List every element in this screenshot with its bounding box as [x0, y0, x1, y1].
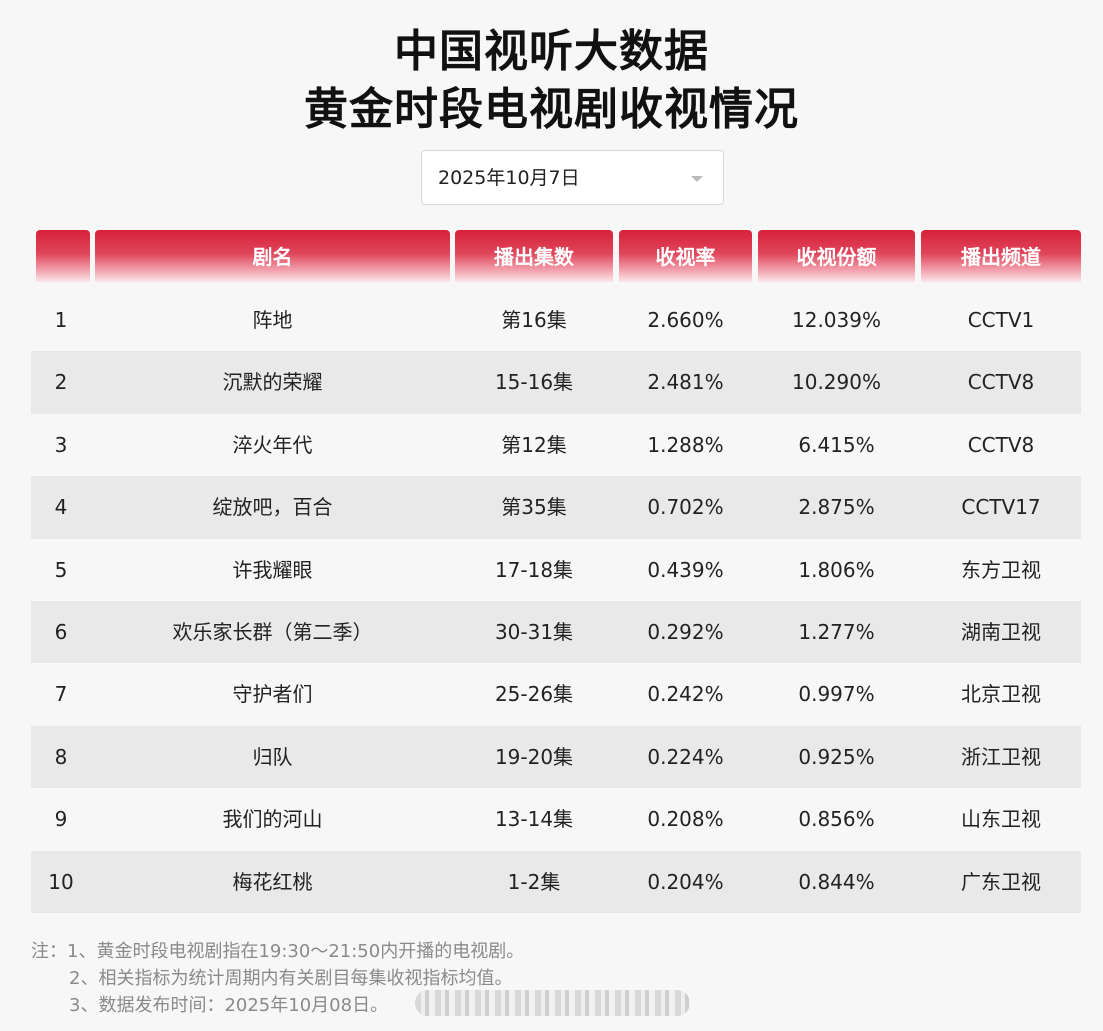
footnotes: 注：1、黄金时段电视剧指在19:30～21:50内开播的电视剧。 2、相关指标为…: [31, 938, 524, 1019]
rating-cell: 0.439%: [647, 557, 724, 582]
ratings-table-body: 1 阵地 第16集 2.660% 12.039% CCTV1 2 沉默的荣耀 1…: [31, 289, 1081, 913]
rating-cell: 0.224%: [647, 744, 724, 769]
rank-cell: 7: [54, 682, 68, 707]
rating-cell: 0.208%: [647, 807, 724, 832]
table-row: 8 归队 19-20集 0.224% 0.925% 浙江卫视: [31, 725, 1081, 789]
table-row: 5 许我耀眼 17-18集 0.439% 1.806% 东方卫视: [31, 539, 1081, 601]
header-episodes: 播出集数: [455, 230, 613, 282]
table-row: 4 绽放吧，百合 第35集 0.702% 2.875% CCTV17: [31, 476, 1081, 539]
share-cell: 0.856%: [798, 807, 875, 832]
rating-cell: 0.292%: [647, 619, 724, 644]
footnote-2: 2、相关指标为统计周期内有关剧目每集收视指标均值。: [69, 968, 513, 989]
name-cell: 阵地: [252, 308, 293, 332]
episodes-cell: 15-16集: [494, 370, 574, 395]
rating-cell: 0.204%: [647, 869, 724, 894]
share-cell: 0.925%: [798, 744, 875, 769]
name-cell: 梅花红桃: [232, 869, 313, 894]
share-cell: 10.290%: [792, 370, 881, 395]
header-name: 剧名: [95, 230, 450, 282]
name-cell: 我们的河山: [222, 807, 323, 832]
name-cell: 归队: [252, 744, 293, 769]
rating-cell: 0.242%: [647, 682, 724, 707]
episodes-cell: 30-31集: [494, 619, 574, 644]
rank-cell: 3: [54, 432, 68, 457]
episodes-cell: 1-2集: [507, 869, 561, 894]
rank-cell: 6: [54, 619, 68, 644]
table-row: 9 我们的河山 13-14集 0.208% 0.856% 山东卫视: [31, 788, 1081, 850]
rating-cell: 1.288%: [647, 432, 724, 457]
header-rank: [36, 230, 90, 282]
channel-cell: 广东卫视: [961, 869, 1041, 894]
channel-cell: 山东卫视: [961, 807, 1041, 832]
rank-cell: 9: [54, 807, 68, 832]
episodes-cell: 第35集: [501, 495, 567, 520]
rank-cell: 1: [54, 308, 68, 332]
share-cell: 1.806%: [798, 557, 875, 582]
rank-cell: 10: [48, 869, 74, 894]
rating-cell: 0.702%: [647, 495, 724, 520]
episodes-cell: 第12集: [501, 432, 567, 457]
footnote-1: 注：1、黄金时段电视剧指在19:30～21:50内开播的电视剧。: [31, 941, 525, 962]
channel-cell: 湖南卫视: [961, 619, 1041, 644]
chevron-down-icon[interactable]: [691, 176, 703, 182]
page-title: 中国视听大数据: [394, 26, 709, 77]
table-row: 1 阵地 第16集 2.660% 12.039% CCTV1: [31, 289, 1081, 351]
name-cell: 淬火年代: [232, 432, 313, 457]
table-row: 7 守护者们 25-26集 0.242% 0.997% 北京卫视: [31, 663, 1081, 725]
page-subtitle: 黄金时段电视剧收视情况: [304, 84, 799, 135]
channel-cell: CCTV17: [961, 495, 1041, 520]
name-cell: 沉默的荣耀: [222, 370, 323, 395]
table-row: 6 欢乐家长群（第二季） 30-31集 0.292% 1.277% 湖南卫视: [31, 600, 1081, 664]
name-cell: 许我耀眼: [232, 557, 313, 582]
name-cell: 守护者们: [232, 682, 313, 707]
name-cell: 欢乐家长群（第二季）: [172, 619, 373, 644]
rating-cell: 2.660%: [647, 308, 724, 332]
episodes-cell: 13-14集: [494, 807, 574, 832]
header-rating: 收视率: [619, 230, 752, 282]
channel-cell: 北京卫视: [961, 682, 1041, 707]
channel-cell: CCTV8: [967, 432, 1035, 457]
episodes-cell: 第16集: [501, 308, 567, 332]
share-cell: 6.415%: [798, 432, 875, 457]
watermark-image: [415, 990, 690, 1016]
episodes-cell: 19-20集: [494, 744, 574, 769]
channel-cell: CCTV8: [967, 370, 1035, 395]
rating-cell: 2.481%: [647, 370, 724, 395]
rank-cell: 8: [54, 744, 68, 769]
channel-cell: CCTV1: [967, 308, 1035, 332]
share-cell: 0.997%: [798, 682, 875, 707]
date-select-value: 2025年10月7日: [438, 167, 580, 189]
rank-cell: 2: [54, 370, 68, 395]
footnote-3: 3、数据发布时间：2025年10月08日。: [69, 995, 389, 1016]
channel-cell: 东方卫视: [961, 557, 1041, 582]
name-cell: 绽放吧，百合: [212, 495, 333, 520]
date-select[interactable]: 2025年10月7日: [421, 150, 724, 205]
rank-cell: 5: [54, 557, 68, 582]
table-row: 3 淬火年代 第12集 1.288% 6.415% CCTV8: [31, 414, 1081, 476]
episodes-cell: 17-18集: [494, 557, 574, 582]
episodes-cell: 25-26集: [494, 682, 574, 707]
table-row: 10 梅花红桃 1-2集 0.204% 0.844% 广东卫视: [31, 850, 1081, 913]
header-channel: 播出频道: [921, 230, 1081, 282]
table-row: 2 沉默的荣耀 15-16集 2.481% 10.290% CCTV8: [31, 351, 1081, 414]
share-cell: 12.039%: [792, 308, 881, 332]
share-cell: 2.875%: [798, 495, 875, 520]
header-share: 收视份额: [758, 230, 915, 282]
share-cell: 0.844%: [798, 869, 875, 894]
rank-cell: 4: [54, 495, 68, 520]
share-cell: 1.277%: [798, 619, 875, 644]
channel-cell: 浙江卫视: [961, 744, 1041, 769]
